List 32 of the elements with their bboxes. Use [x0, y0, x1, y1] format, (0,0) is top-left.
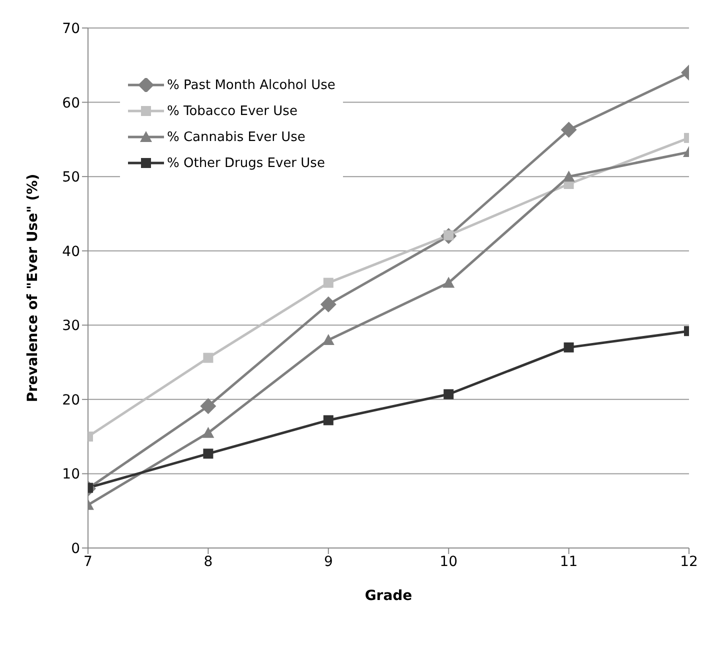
- x-tick-label: 7: [84, 554, 92, 570]
- x-tick-label: 12: [680, 554, 698, 570]
- point: [442, 276, 455, 288]
- x-axis-title: Grade: [364, 588, 412, 604]
- point: [562, 170, 575, 182]
- y-axis-title: Prevalence of "Ever Use" (%): [24, 174, 41, 402]
- point: [203, 352, 214, 363]
- legend-label: % Past Month Alcohol Use: [167, 78, 336, 92]
- y-tick-label: 30: [62, 318, 80, 334]
- point: [444, 389, 454, 400]
- x-tick-label: 11: [560, 554, 578, 570]
- point: [564, 342, 574, 352]
- legend-label: % Tobacco Ever Use: [167, 104, 298, 118]
- point: [203, 448, 214, 459]
- y-tick-label: 50: [62, 170, 80, 186]
- y-tick-label: 40: [62, 244, 80, 260]
- y-tick-label: 70: [62, 20, 80, 37]
- y-tick-label: 0: [71, 540, 80, 557]
- x-tick-label: 8: [204, 554, 213, 570]
- y-tick-label: 10: [62, 466, 80, 483]
- point: [320, 296, 336, 312]
- point: [323, 415, 334, 426]
- legend-label: % Other Drugs Ever Use: [167, 156, 325, 170]
- point: [323, 278, 334, 288]
- point: [560, 122, 577, 138]
- y-tick-label: 60: [62, 95, 80, 112]
- x-tick-label: 10: [440, 554, 458, 570]
- legend-label: % Cannabis Ever Use: [167, 130, 306, 144]
- point: [202, 426, 214, 438]
- x-tick-label: 9: [324, 554, 333, 570]
- y-tick-label: 20: [62, 392, 80, 408]
- point: [200, 398, 216, 414]
